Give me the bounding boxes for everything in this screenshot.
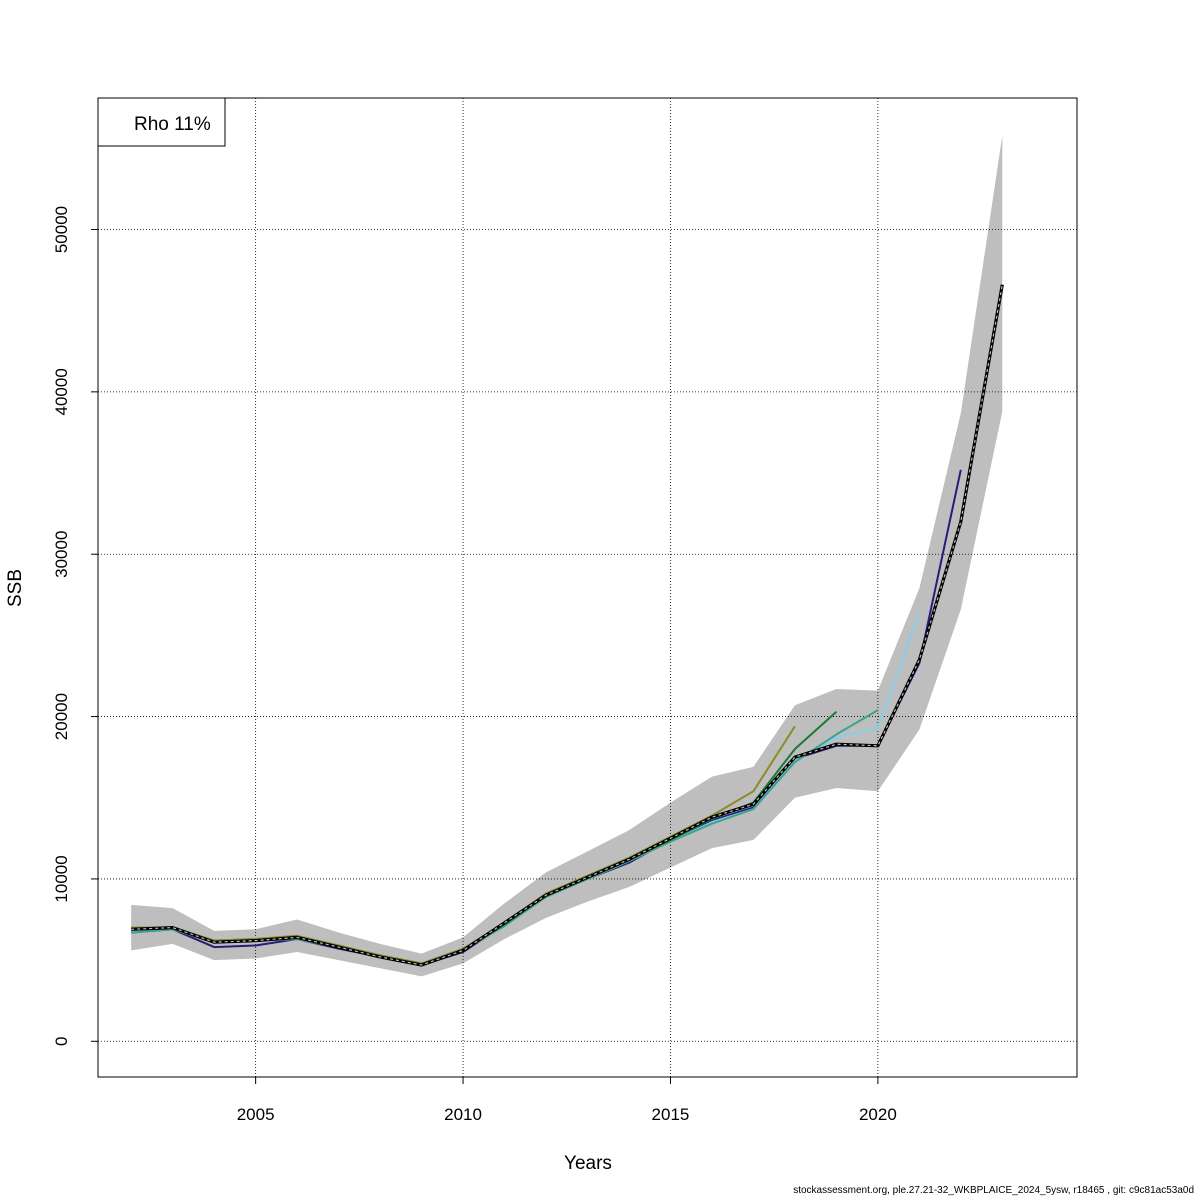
x-tick-label: 2015 <box>652 1105 690 1124</box>
x-tick-label: 2010 <box>444 1105 482 1124</box>
x-axis-title: Years <box>564 1153 612 1174</box>
series-line-reference-dash <box>131 284 1003 966</box>
y-tick-label: 20000 <box>52 693 71 740</box>
y-tick-label: 50000 <box>52 206 71 253</box>
y-axis-title: SSB <box>5 569 26 607</box>
y-tick-label: 0 <box>52 1037 71 1046</box>
x-axis: 2005 2010 2015 2020 <box>237 1076 897 1124</box>
legend: Rho 11% <box>97 97 226 147</box>
confidence-band <box>131 135 1003 977</box>
y-tick-label: 30000 <box>52 531 71 578</box>
legend-box <box>97 97 226 147</box>
footer-note: stockassessment.org, ple.27.21-32_WKBPLA… <box>793 1185 1194 1196</box>
y-tick-label: 10000 <box>52 855 71 902</box>
legend-text: Rho 11% <box>134 114 211 135</box>
series-layer <box>131 284 1004 967</box>
y-axis: 0 10000 20000 30000 40000 50000 <box>52 206 99 1046</box>
confidence-band-layer <box>131 135 1003 977</box>
x-tick-label: 2020 <box>859 1105 897 1124</box>
series-line <box>131 709 879 966</box>
x-tick-label: 2005 <box>237 1105 275 1124</box>
y-tick-label: 40000 <box>52 368 71 415</box>
